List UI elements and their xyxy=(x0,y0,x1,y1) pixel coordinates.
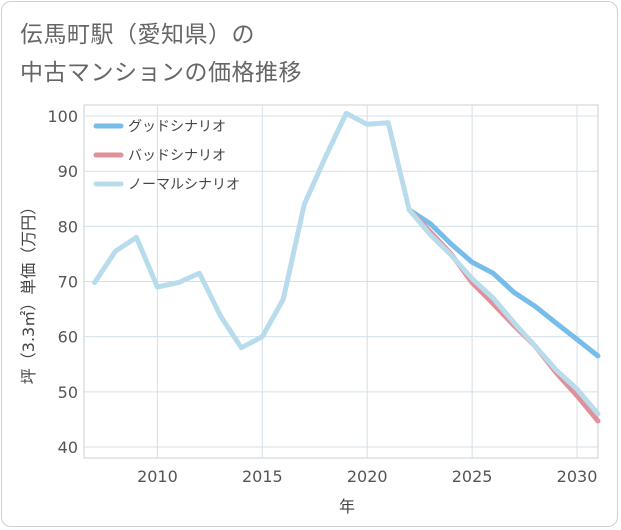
y-axis-title: 坪（3.3㎡）単価（万円） xyxy=(19,199,38,384)
y-tick-label: 80 xyxy=(58,217,78,236)
y-tick-label: 90 xyxy=(58,162,78,181)
series-line-3 xyxy=(92,110,601,417)
y-tick-label: 50 xyxy=(58,383,78,402)
x-tick-label: 2015 xyxy=(242,467,283,486)
x-axis-title: 年 xyxy=(339,497,355,516)
y-tick-label: 60 xyxy=(58,328,78,347)
x-tick-label: 2010 xyxy=(137,467,178,486)
chart-title-line2: 中古マンションの価格推移 xyxy=(20,60,302,86)
y-tick-label: 40 xyxy=(58,438,78,457)
x-tick-label: 2020 xyxy=(347,467,388,486)
y-tick-label: 70 xyxy=(58,273,78,292)
legend-label: バッドシナリオ xyxy=(128,148,226,164)
chart-title-line1: 伝馬町駅（愛知県）の xyxy=(20,22,255,48)
series-line-1 xyxy=(406,207,601,359)
legend-label: グッドシナリオ xyxy=(128,119,226,135)
x-tick-label: 2025 xyxy=(452,467,493,486)
legend-label: ノーマルシナリオ xyxy=(128,177,240,193)
chart-title: 伝馬町駅（愛知県）の 中古マンションの価格推移 xyxy=(20,16,302,92)
y-tick-label: 100 xyxy=(47,107,78,126)
x-tick-label: 2030 xyxy=(557,467,598,486)
